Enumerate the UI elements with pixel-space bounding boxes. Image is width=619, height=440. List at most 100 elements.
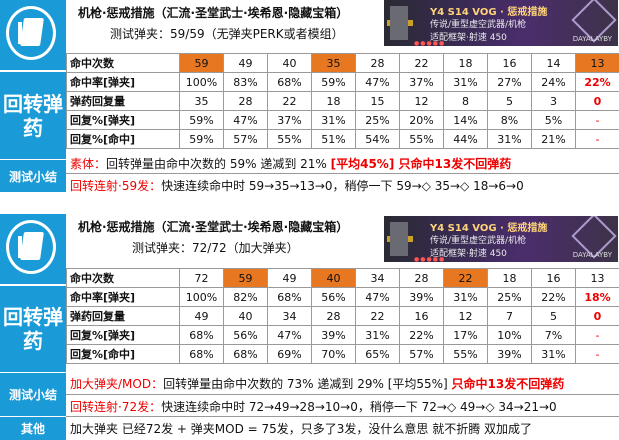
table-cell: 3 — [531, 91, 576, 111]
table-cell: 39% — [399, 287, 444, 307]
table-cell: 31% — [355, 325, 400, 345]
thumb-line2: 适配框架·射速 450 — [430, 249, 507, 259]
weapon-card-icon — [6, 220, 56, 274]
summary2-main: 快速连续命中时 72→49→28→10→0，稍停一下 72→◇ 49→◇ 34→… — [161, 400, 557, 414]
table-cell: 49 — [179, 306, 224, 326]
summary-bracket: [平均45%] — [330, 157, 395, 171]
logo — [0, 214, 66, 284]
table-cell: 56% — [311, 287, 356, 307]
table-row: 回复%[弹夹] 59% 47% 37% 31% 25% 20% 14% 8% 5% - — [66, 110, 619, 130]
table-cell: 83% — [223, 72, 268, 92]
side-label-summary: 测试小结 — [0, 160, 66, 192]
row-label: 弹药回复量 — [66, 91, 180, 111]
summary-warn: 只命中13发不回弹药 — [451, 377, 565, 391]
table-cell: 13 — [575, 53, 619, 73]
summary-line-1: 素体：回转弹量由命中次数的 59% 递减到 21% [平均45%] 只命中13发… — [70, 155, 511, 172]
table-cell: 59% — [311, 72, 356, 92]
thumb-tag: DAYALAYBY — [572, 251, 612, 259]
table-cell: 40 — [311, 268, 356, 288]
summary-line-2: 回转连射·72发：快速连续命中时 72→49→28→10→0，稍停一下 72→◇… — [70, 398, 557, 415]
table-cell: 68% — [223, 344, 268, 364]
logo — [0, 0, 66, 70]
table-cell: 39% — [487, 344, 532, 364]
table-cell: 22% — [531, 287, 576, 307]
table-cell: 31% — [443, 72, 488, 92]
table-cell: 72 — [179, 268, 224, 288]
thumb-line1: 传说/重型虚空武器/机枪 — [430, 236, 527, 246]
table-cell: 100% — [179, 72, 224, 92]
row-label: 命中次数 — [66, 268, 180, 288]
table-cell: 34 — [267, 306, 312, 326]
table-cell: 69% — [267, 344, 312, 364]
table-cell: 31% — [311, 110, 356, 130]
table-cell: 28 — [355, 53, 400, 73]
summary-main: 回转弹量由命中次数的 59% 递减到 21% — [106, 157, 331, 171]
table-cell: 16 — [399, 306, 444, 326]
table-cell: 56% — [223, 325, 268, 345]
table-cell: 31% — [531, 344, 576, 364]
stars-icon: ●●●●● — [414, 40, 446, 46]
stats-table: 命中次数 59 49 40 35 28 22 18 16 14 13 命中率[弹夹] 100% 83% 68… — [66, 53, 619, 149]
row-label: 弹药回复量 — [66, 306, 180, 326]
table-cell: 7 — [487, 306, 532, 326]
summary-warn: 只命中13发不回弹药 — [394, 157, 512, 171]
test-magazine: 测试弹夹：59/59（无弹夹PERK或者模组） — [110, 27, 344, 41]
table-cell: 17% — [443, 325, 488, 345]
table-cell: - — [575, 325, 619, 345]
divider — [66, 173, 619, 174]
table-cell: 49 — [267, 268, 312, 288]
thumb-tag: DAYALAYBY — [572, 35, 612, 43]
table-cell: 55% — [399, 129, 444, 149]
thumb-title: Y4 S14 VOG · 惩戒措施 — [430, 223, 548, 234]
table-cell: 59 — [223, 268, 268, 288]
row-label: 回复%[弹夹] — [66, 110, 180, 130]
table-cell: 18 — [443, 53, 488, 73]
table-cell: 49 — [223, 53, 268, 73]
test-magazine: 测试弹夹：72/72（加大弹夹） — [132, 241, 299, 255]
table-cell: 28 — [399, 268, 444, 288]
side-label-other: 其他 — [0, 417, 66, 440]
table-cell: 22 — [355, 306, 400, 326]
page-title: 机枪·惩戒措施（汇流·圣堂武士·埃希恩·隐藏宝箱） — [78, 6, 349, 20]
table-cell: - — [575, 344, 619, 364]
table-row: 命中次数 72 59 49 40 34 28 22 18 16 13 — [66, 268, 619, 288]
thumb-line2: 适配框架·射速 450 — [430, 33, 507, 43]
stars-icon: ●●●●● — [414, 256, 446, 262]
table-cell: 24% — [531, 72, 576, 92]
table-cell: 5 — [531, 306, 576, 326]
table-cell: 22 — [443, 268, 488, 288]
table-cell: 68% — [179, 344, 224, 364]
row-label: 回复%[弹夹] — [66, 325, 180, 345]
table-row: 回复%[命中] 68% 68% 69% 70% 65% 57% 55% 39% 31% - — [66, 344, 619, 364]
table-cell: 22% — [399, 325, 444, 345]
table-cell: - — [575, 110, 619, 130]
weapon-thumbnail: Y4 S14 VOG · 惩戒措施 传说/重型虚空武器/机枪 适配框架·射速 4… — [384, 0, 618, 46]
thumb-title: Y4 S14 VOG · 惩戒措施 — [430, 7, 548, 18]
table-row: 回复%[命中] 59% 57% 55% 51% 54% 55% 44% 31% 21% - — [66, 129, 619, 149]
table-cell: 68% — [267, 287, 312, 307]
table-cell: 37% — [267, 110, 312, 130]
summary-line-1: 加大弹夹/MOD：回转弹量由命中次数的 73% 递减到 29% [平均55%] … — [70, 375, 564, 392]
table-cell: 16 — [487, 53, 532, 73]
row-label: 命中率[弹夹] — [66, 287, 180, 307]
table-cell: 25% — [355, 110, 400, 130]
table-cell: 55% — [443, 344, 488, 364]
row-label: 命中次数 — [66, 53, 180, 73]
table-cell: 5% — [531, 110, 576, 130]
table-cell: 37% — [399, 72, 444, 92]
table-cell: 22 — [267, 91, 312, 111]
table-cell: 47% — [355, 287, 400, 307]
table-cell: 18% — [575, 287, 619, 307]
table-cell: 40 — [223, 306, 268, 326]
summary2-main: 快速连续命中时 59→35→13→0，稍停一下 59→◇ 35→◇ 18→6→0 — [161, 179, 524, 193]
thumb-line1: 传说/重型虚空武器/机枪 — [430, 20, 527, 30]
table-cell: 68% — [179, 325, 224, 345]
side-label-perk: 回转弹药 — [0, 286, 66, 372]
row-label: 回复%[命中] — [66, 344, 180, 364]
table-cell: 47% — [355, 72, 400, 92]
row-label: 回复%[命中] — [66, 129, 180, 149]
summary-main: 回转弹量由命中次数的 73% 递减到 29% [平均55%] — [163, 377, 452, 391]
table-row: 命中次数 59 49 40 35 28 22 18 16 14 13 — [66, 53, 619, 73]
table-cell: 39% — [311, 325, 356, 345]
table-cell: 70% — [311, 344, 356, 364]
